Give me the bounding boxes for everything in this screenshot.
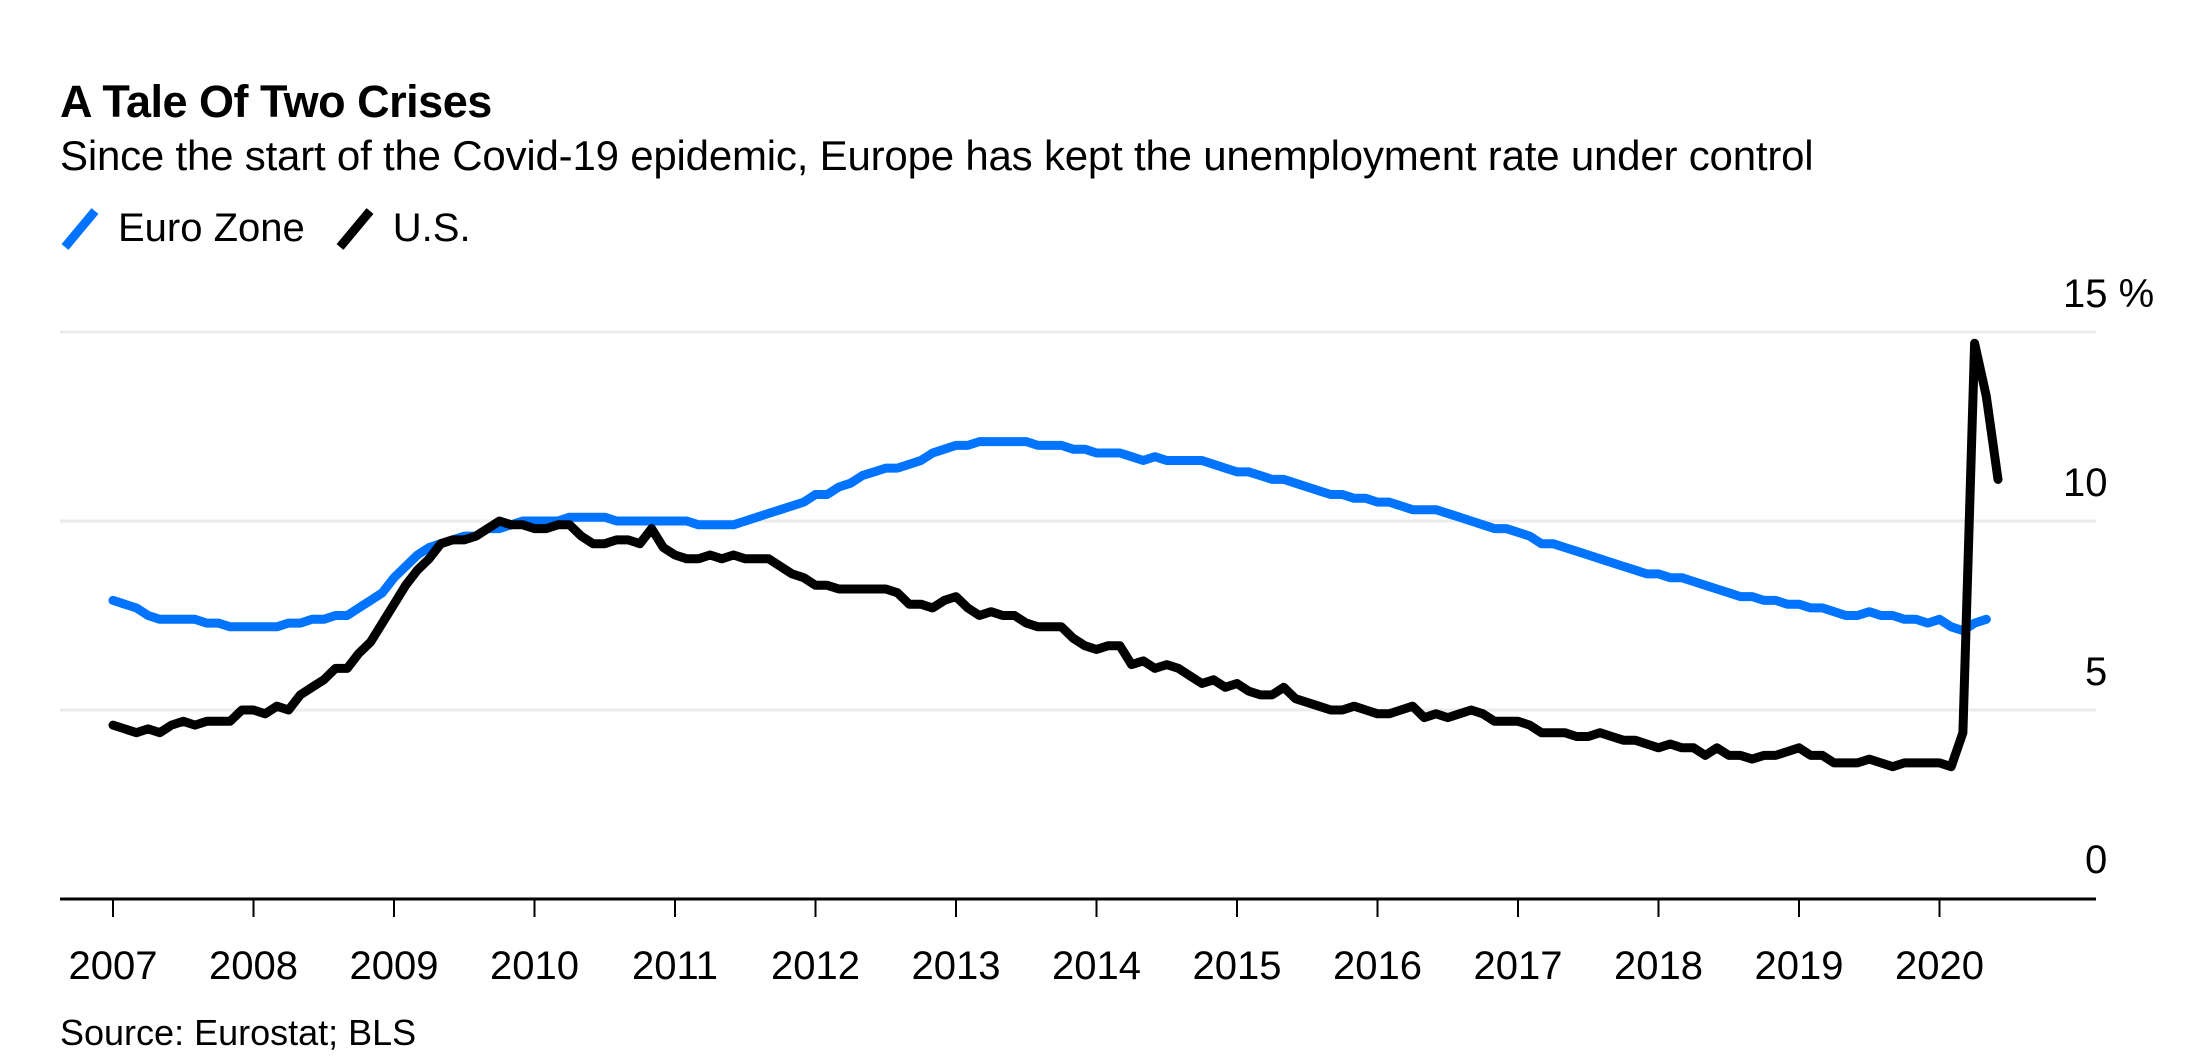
legend-item-us: U.S. xyxy=(335,206,471,251)
source-note: Source: Eurostat; BLS xyxy=(60,1012,417,1053)
y-tick-label: 5 xyxy=(2085,650,2107,694)
x-tick-label: 2018 xyxy=(1614,944,1703,988)
x-tick-label: 2017 xyxy=(1474,944,1563,988)
legend-label: U.S. xyxy=(392,206,471,250)
x-tick-label: 2013 xyxy=(912,944,1001,988)
y-tick-label: 15 % xyxy=(2063,272,2154,316)
x-tick-label: 2011 xyxy=(632,944,718,988)
y-tick-label: 10 xyxy=(2063,461,2108,505)
chart-title: A Tale Of Two Crises xyxy=(60,76,492,127)
y-axis: 0 5 10 15 % xyxy=(2063,272,2154,882)
x-tick-label: 2010 xyxy=(490,944,579,988)
gridlines xyxy=(60,330,2096,712)
x-axis: 2007 2008 2009 2010 2011 2012 2013 2014 2015 2016… xyxy=(60,897,2096,988)
chart-subtitle: Since the start of the Covid-19 epidemic… xyxy=(60,132,1814,179)
x-tick-label: 2008 xyxy=(209,944,298,988)
legend-item-euro-zone: Euro Zone xyxy=(60,206,305,251)
x-tick-label: 2009 xyxy=(350,944,439,988)
legend-label: Euro Zone xyxy=(118,206,305,250)
series-line-us xyxy=(108,338,2003,772)
x-tick-label: 2015 xyxy=(1193,944,1282,988)
diagonal-line-icon xyxy=(336,207,374,250)
series-line-euro-zone xyxy=(108,437,1991,636)
x-tick-label: 2016 xyxy=(1333,944,1422,988)
diagonal-line-icon xyxy=(61,207,99,250)
x-tick-label: 2014 xyxy=(1052,944,1141,988)
x-tick-label: 2019 xyxy=(1755,944,1844,988)
series-lines xyxy=(108,338,2003,772)
legend: Euro Zone U.S. xyxy=(60,206,501,251)
x-tick-label: 2012 xyxy=(771,944,860,988)
x-tick-label: 2007 xyxy=(69,944,158,988)
y-tick-label: 0 xyxy=(2085,838,2107,882)
x-tick-label: 2020 xyxy=(1895,944,1984,988)
